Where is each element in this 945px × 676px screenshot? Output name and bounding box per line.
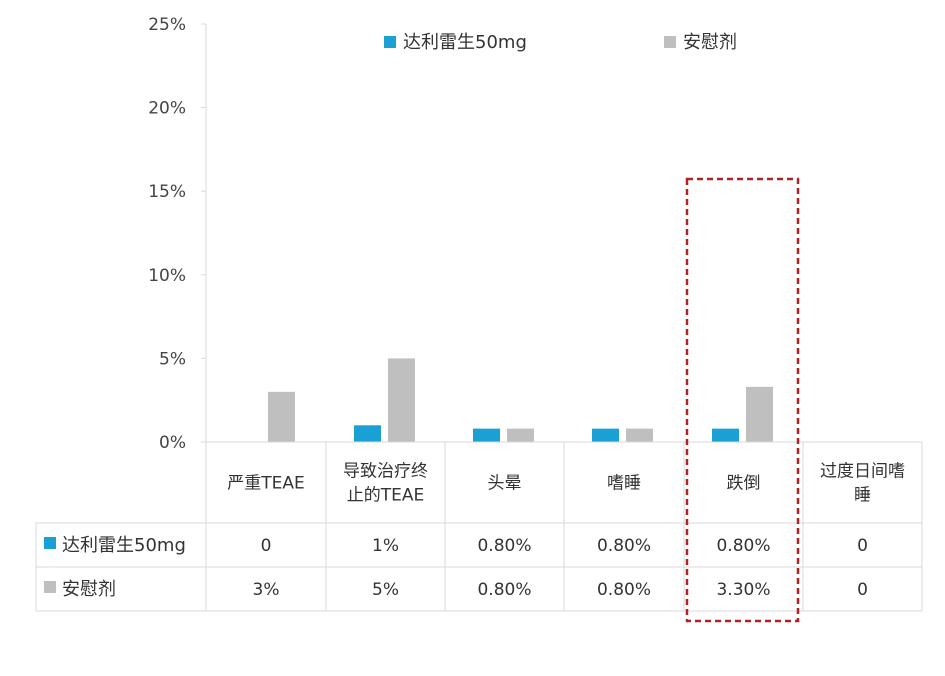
table-cell: 0: [857, 580, 868, 600]
bar-1-1: [388, 358, 415, 442]
bar-1-2: [507, 428, 534, 442]
bar-0-1: [354, 425, 381, 442]
category-label: 严重TEAE: [227, 474, 305, 494]
y-tick-label: 20%: [148, 99, 186, 119]
y-tick-label: 0%: [159, 433, 186, 453]
bar-0-3: [592, 428, 619, 442]
category-label: 止的TEAE: [347, 486, 425, 506]
category-label: 睡: [854, 486, 871, 506]
table-cell: 0: [857, 536, 868, 556]
y-tick-label: 25%: [148, 15, 186, 35]
bar-0-2: [473, 428, 500, 442]
table-cell: 0.80%: [597, 536, 651, 556]
table-row-label-0: 达利雷生50mg: [62, 535, 186, 556]
legend-swatch-1: [664, 36, 676, 48]
y-tick-label: 5%: [159, 349, 186, 369]
category-label: 跌倒: [727, 474, 761, 494]
table-row-label-1: 安慰剂: [62, 579, 116, 600]
category-label: 导致治疗终: [343, 462, 428, 482]
bar-1-4: [746, 386, 773, 442]
table-cell: 5%: [372, 580, 399, 600]
bar-0-4: [712, 428, 739, 442]
legend-label-0: 达利雷生50mg: [403, 32, 527, 53]
category-label: 嗜睡: [607, 474, 641, 494]
table-cell: 0.80%: [716, 536, 770, 556]
table-cell: 3.30%: [716, 580, 770, 600]
table-cell: 0: [261, 536, 272, 556]
category-label: 头晕: [488, 474, 522, 494]
y-tick-label: 10%: [148, 266, 186, 286]
table-legend-key-1: [44, 581, 56, 593]
highlight-box: [685, 177, 800, 623]
category-label: 过度日间嗜: [820, 462, 905, 482]
legend-label-1: 安慰剂: [683, 32, 737, 53]
legend-swatch-0: [384, 36, 396, 48]
bar-1-3: [626, 428, 653, 442]
table-cell: 0.80%: [477, 536, 531, 556]
y-tick-label: 15%: [148, 182, 186, 202]
bar-1-0: [268, 391, 295, 442]
table-cell: 0.80%: [597, 580, 651, 600]
table-cell: 1%: [372, 536, 399, 556]
table-cell: 3%: [253, 580, 280, 600]
table-legend-key-0: [44, 537, 56, 549]
table-cell: 0.80%: [477, 580, 531, 600]
